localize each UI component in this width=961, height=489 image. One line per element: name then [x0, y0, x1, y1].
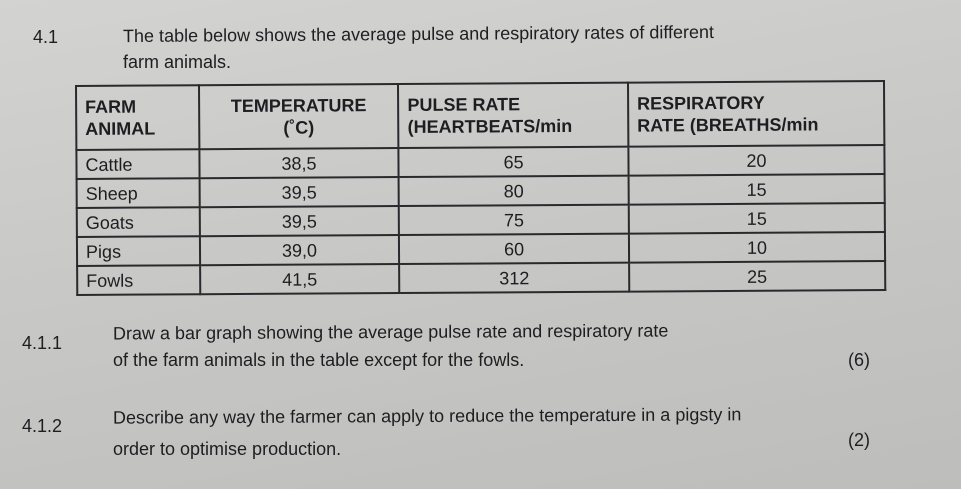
subquestion-number: 4.1.2 [22, 416, 63, 436]
cell-pulse: 65 [398, 146, 629, 178]
question-number: 4.1 [33, 27, 59, 47]
header-temperature: TEMPERATURE (˚C) [198, 84, 399, 150]
table-header-row: FARM ANIMAL TEMPERATURE (˚C) PULSE RATE (HE… [76, 81, 885, 150]
cell-respiratory: 20 [628, 145, 885, 176]
subquestion-number: 4.1.1 [22, 333, 63, 353]
cell-temperature: 39,5 [199, 177, 400, 208]
header-pulse-rate: PULSE RATE (HEARTBEATS/min [398, 82, 629, 149]
subquestion-line2: of the farm animals in the table except … [113, 350, 525, 370]
cell-pulse: 60 [399, 233, 630, 265]
cell-pulse: 80 [398, 175, 629, 207]
question-intro-line1: The table below shows the average pulse … [122, 21, 715, 47]
cell-pulse: 75 [399, 204, 629, 236]
cell-animal: Goats [76, 207, 200, 237]
subquestion-line1: Describe any way the farmer can apply to… [112, 404, 742, 428]
table-row: Fowls 41,5 312 25 [77, 261, 886, 295]
cell-animal: Pigs [76, 236, 200, 266]
cell-respiratory: 15 [628, 203, 885, 234]
subquestion-line1: Draw a bar graph showing the average pul… [112, 320, 669, 344]
cell-animal: Sheep [76, 178, 200, 208]
subquestion-line2: order to optimise production. [113, 439, 342, 459]
question-intro-line2: farm animals. [123, 52, 232, 72]
cell-animal: Fowls [77, 265, 200, 295]
subquestion-marks: (6) [848, 350, 870, 370]
cell-animal: Cattle [76, 149, 200, 179]
header-farm-animal: FARM ANIMAL [76, 85, 200, 150]
cell-temperature: 39,0 [199, 235, 400, 266]
cell-temperature: 38,5 [199, 148, 399, 179]
cell-temperature: 39,5 [199, 206, 400, 237]
cell-respiratory: 25 [629, 261, 886, 292]
header-respiratory-rate: RESPIRATORY RATE (BREATHS/min [627, 81, 885, 147]
cell-pulse: 312 [399, 262, 630, 294]
cell-temperature: 41,5 [199, 264, 400, 295]
cell-respiratory: 15 [628, 174, 885, 205]
subquestion-marks: (2) [848, 430, 870, 450]
cell-respiratory: 10 [628, 232, 886, 263]
farm-animals-table: FARM ANIMAL TEMPERATURE (˚C) PULSE RATE (HE… [75, 80, 886, 296]
